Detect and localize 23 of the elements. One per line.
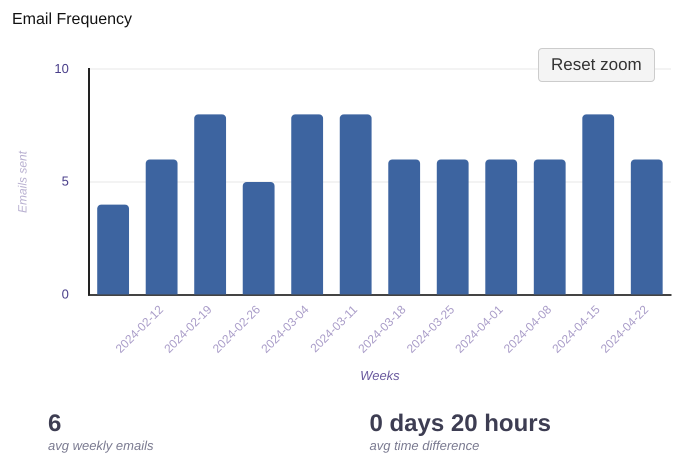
text: 6 (48, 410, 62, 438)
bar (340, 114, 372, 294)
y-tick-label: 5 (62, 174, 69, 189)
chart-title: Email Frequency (12, 11, 132, 28)
x-axis-title: Weeks (360, 368, 400, 383)
y-tick-label: 10 (54, 60, 69, 76)
bar (436, 159, 469, 294)
bar (485, 159, 518, 294)
text: 0 days 20 hours (370, 410, 552, 438)
bar (194, 114, 226, 294)
reset-zoom-button: Reset zoom (538, 48, 655, 82)
text: avg weekly emails (48, 438, 154, 453)
bar (146, 159, 178, 294)
bar (242, 182, 275, 294)
text: avg time difference (370, 438, 480, 453)
bar (582, 114, 614, 294)
bar (534, 159, 566, 294)
bar (97, 204, 130, 294)
bar (388, 159, 420, 294)
bar (630, 159, 663, 294)
bar (291, 114, 324, 294)
y-tick-label: 0 (62, 286, 69, 302)
y-axis-title: Emails sent (16, 150, 30, 214)
